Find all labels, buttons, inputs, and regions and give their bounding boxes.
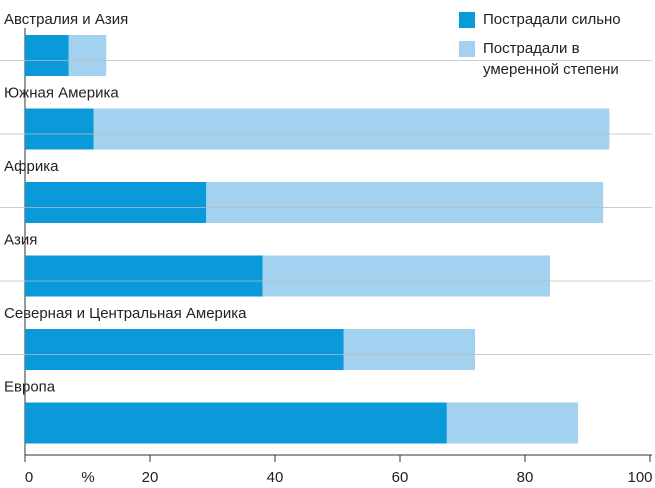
x-axis-unit: % [81,469,94,486]
bar-segment [25,329,344,370]
bar-segment [446,402,579,444]
bar-segment [262,255,550,297]
x-tick-label: 100 [627,469,652,486]
legend-label: Пострадали сильно [483,11,621,28]
bar-segment [343,329,475,370]
legend-label: Пострадали в умеренной степени [483,40,619,78]
bar-segment [68,35,107,76]
bar-segment [25,35,69,76]
category-label: Африка [4,158,59,175]
bar-segment [25,182,207,223]
bar-segment [25,255,263,297]
x-tick-label: 20 [142,469,159,486]
bar-segment [206,182,604,223]
x-tick-label: 40 [267,469,284,486]
category-label: Австралия и Азия [4,11,128,28]
x-tick-label: 60 [392,469,409,486]
legend-swatch [459,41,475,57]
category-label: Азия [4,231,37,248]
x-tick-label: 0 [25,469,33,486]
legend-swatch [459,12,475,28]
category-label: Северная и Центральная Америка [4,305,247,322]
category-label: Южная Америка [4,84,119,101]
bar-segment [25,108,94,150]
category-label: Европа [4,378,56,395]
bar-segment [93,108,610,150]
x-tick-label: 80 [517,469,534,486]
bar-segment [25,402,447,444]
